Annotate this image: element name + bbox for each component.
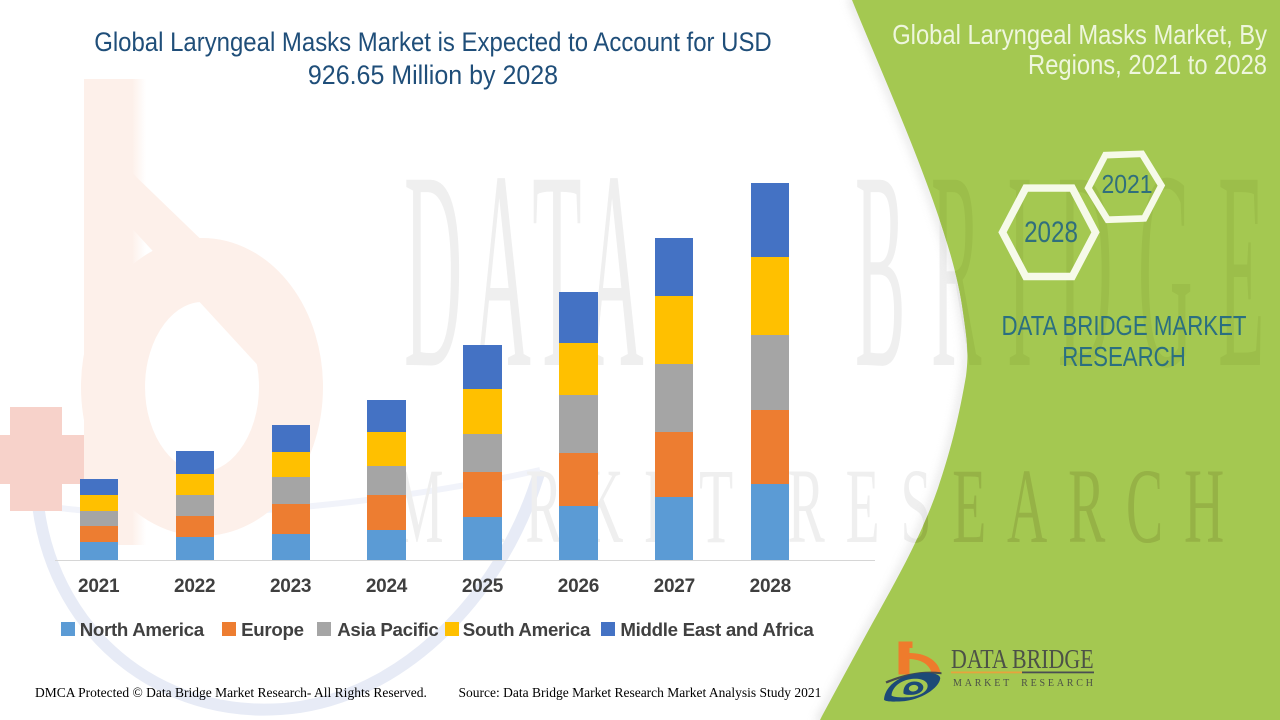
svg-text:BRIDGE: BRIDGE xyxy=(855,114,1280,427)
svg-text:MARKET RESEARCH: MARKET RESEARCH xyxy=(394,448,1245,566)
svg-text:DATA: DATA xyxy=(404,114,654,427)
